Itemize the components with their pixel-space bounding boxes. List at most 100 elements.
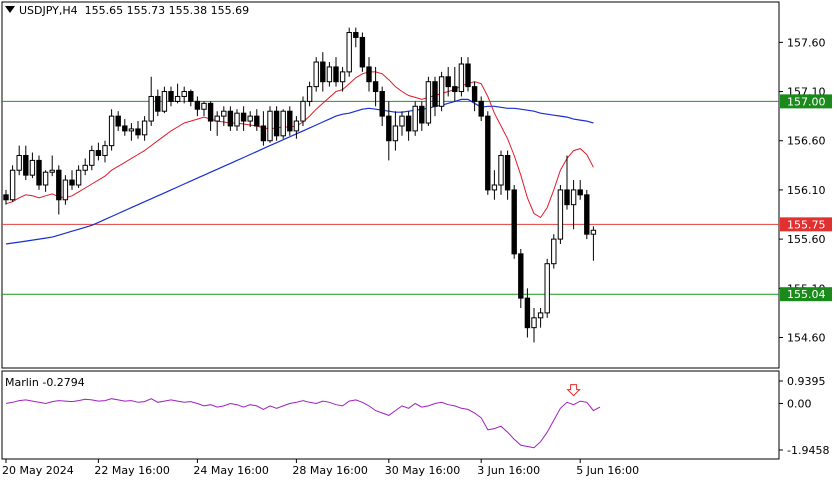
candle <box>234 109 240 131</box>
candle-body <box>181 91 187 97</box>
candle-body <box>326 66 333 83</box>
dropdown-triangle-icon[interactable] <box>5 6 15 13</box>
candle-body <box>221 110 227 117</box>
candle-body <box>590 229 597 235</box>
candle-body <box>115 115 121 127</box>
candle-body <box>306 86 313 102</box>
candle <box>75 165 82 188</box>
candle <box>168 86 174 107</box>
candle-body <box>333 66 339 83</box>
price-tick-label: 156.10 <box>787 184 826 197</box>
candle-body <box>240 112 247 122</box>
candle-body <box>320 61 326 83</box>
ohlc-values: 155.65 155.73 155.38 155.69 <box>84 4 250 17</box>
marlin-series-line <box>5 398 601 449</box>
candle-body <box>273 110 280 137</box>
candle-body <box>9 169 16 201</box>
candle <box>181 86 187 104</box>
candle-body <box>29 159 36 176</box>
candle <box>544 258 550 318</box>
candle <box>214 111 220 136</box>
candle-body <box>247 115 253 122</box>
candle-body <box>254 115 260 127</box>
time-tick-label: 22 May 16:00 <box>94 464 169 477</box>
time-tick-label: 20 May 2024 <box>2 464 74 477</box>
candle <box>471 81 478 112</box>
candle <box>16 145 22 176</box>
candle <box>122 119 128 136</box>
indicator-panel-border <box>1 370 780 460</box>
candle <box>128 123 135 141</box>
candle <box>570 180 577 230</box>
time-axis: 20 May 2024 22 May 16:00 24 May 16:00 28 Ma… <box>2 459 639 477</box>
down-arrow-icon <box>566 384 581 397</box>
marlin-tick-label: 0.9395 <box>787 375 826 388</box>
candle-body <box>174 95 181 102</box>
horizontal-levels[interactable] <box>2 100 779 295</box>
candle <box>3 189 9 205</box>
ma-fast-line <box>5 71 594 219</box>
candle <box>95 142 102 161</box>
candle <box>115 111 121 131</box>
candle-body <box>524 297 531 329</box>
candle <box>29 152 36 179</box>
candle <box>267 106 273 143</box>
ma-slow-line <box>5 98 594 245</box>
time-tick-label: 30 May 16:00 <box>385 464 460 477</box>
candle <box>221 106 227 126</box>
candle <box>148 76 154 126</box>
marlin-line <box>5 398 601 449</box>
candle <box>89 145 95 171</box>
candle-body <box>62 179 69 201</box>
candle <box>174 83 181 104</box>
candle-body <box>214 115 220 122</box>
candle-body <box>405 115 412 132</box>
level-tag-bg <box>780 287 832 302</box>
candle <box>458 57 465 97</box>
candle <box>359 32 366 72</box>
candle-body <box>122 125 128 132</box>
candle <box>445 66 451 97</box>
candle <box>432 76 438 117</box>
candle-body <box>267 110 273 142</box>
candle <box>405 111 412 141</box>
candle <box>273 106 280 141</box>
candle <box>194 96 201 117</box>
candle <box>254 109 260 131</box>
candle <box>207 101 214 131</box>
candle-body <box>287 110 293 132</box>
candle <box>452 66 458 102</box>
candle-body <box>102 145 108 156</box>
candle <box>155 89 161 117</box>
candle-body <box>141 120 148 136</box>
indicator-header: Marlin -0.2794 <box>5 376 85 389</box>
candle-body <box>339 71 346 83</box>
candle-body <box>353 32 359 38</box>
candle <box>557 185 564 245</box>
candle-body <box>293 120 300 132</box>
candle-body <box>511 189 517 255</box>
level-tag-label: 155.75 <box>787 218 826 231</box>
marlin-tick-label: 0.00 <box>787 397 812 410</box>
candle-body <box>3 194 9 201</box>
candle-body <box>313 61 319 88</box>
indicator-value: -0.2794 <box>42 376 85 389</box>
level-tag-label: 157.00 <box>787 95 826 108</box>
candle <box>465 57 471 92</box>
candle-body <box>280 110 286 137</box>
candle-body <box>89 150 95 166</box>
candle <box>564 155 570 210</box>
candle-body <box>498 154 504 186</box>
candle <box>353 27 359 48</box>
candle <box>313 57 319 92</box>
candle-body <box>425 81 432 124</box>
price-tick-label: 154.60 <box>787 331 826 344</box>
candle-body <box>201 102 207 110</box>
candle-body <box>155 95 161 112</box>
candle-body <box>227 110 234 127</box>
candle <box>518 248 524 308</box>
candle <box>498 150 504 195</box>
indicator-panel <box>1 370 780 460</box>
candle <box>425 76 432 126</box>
